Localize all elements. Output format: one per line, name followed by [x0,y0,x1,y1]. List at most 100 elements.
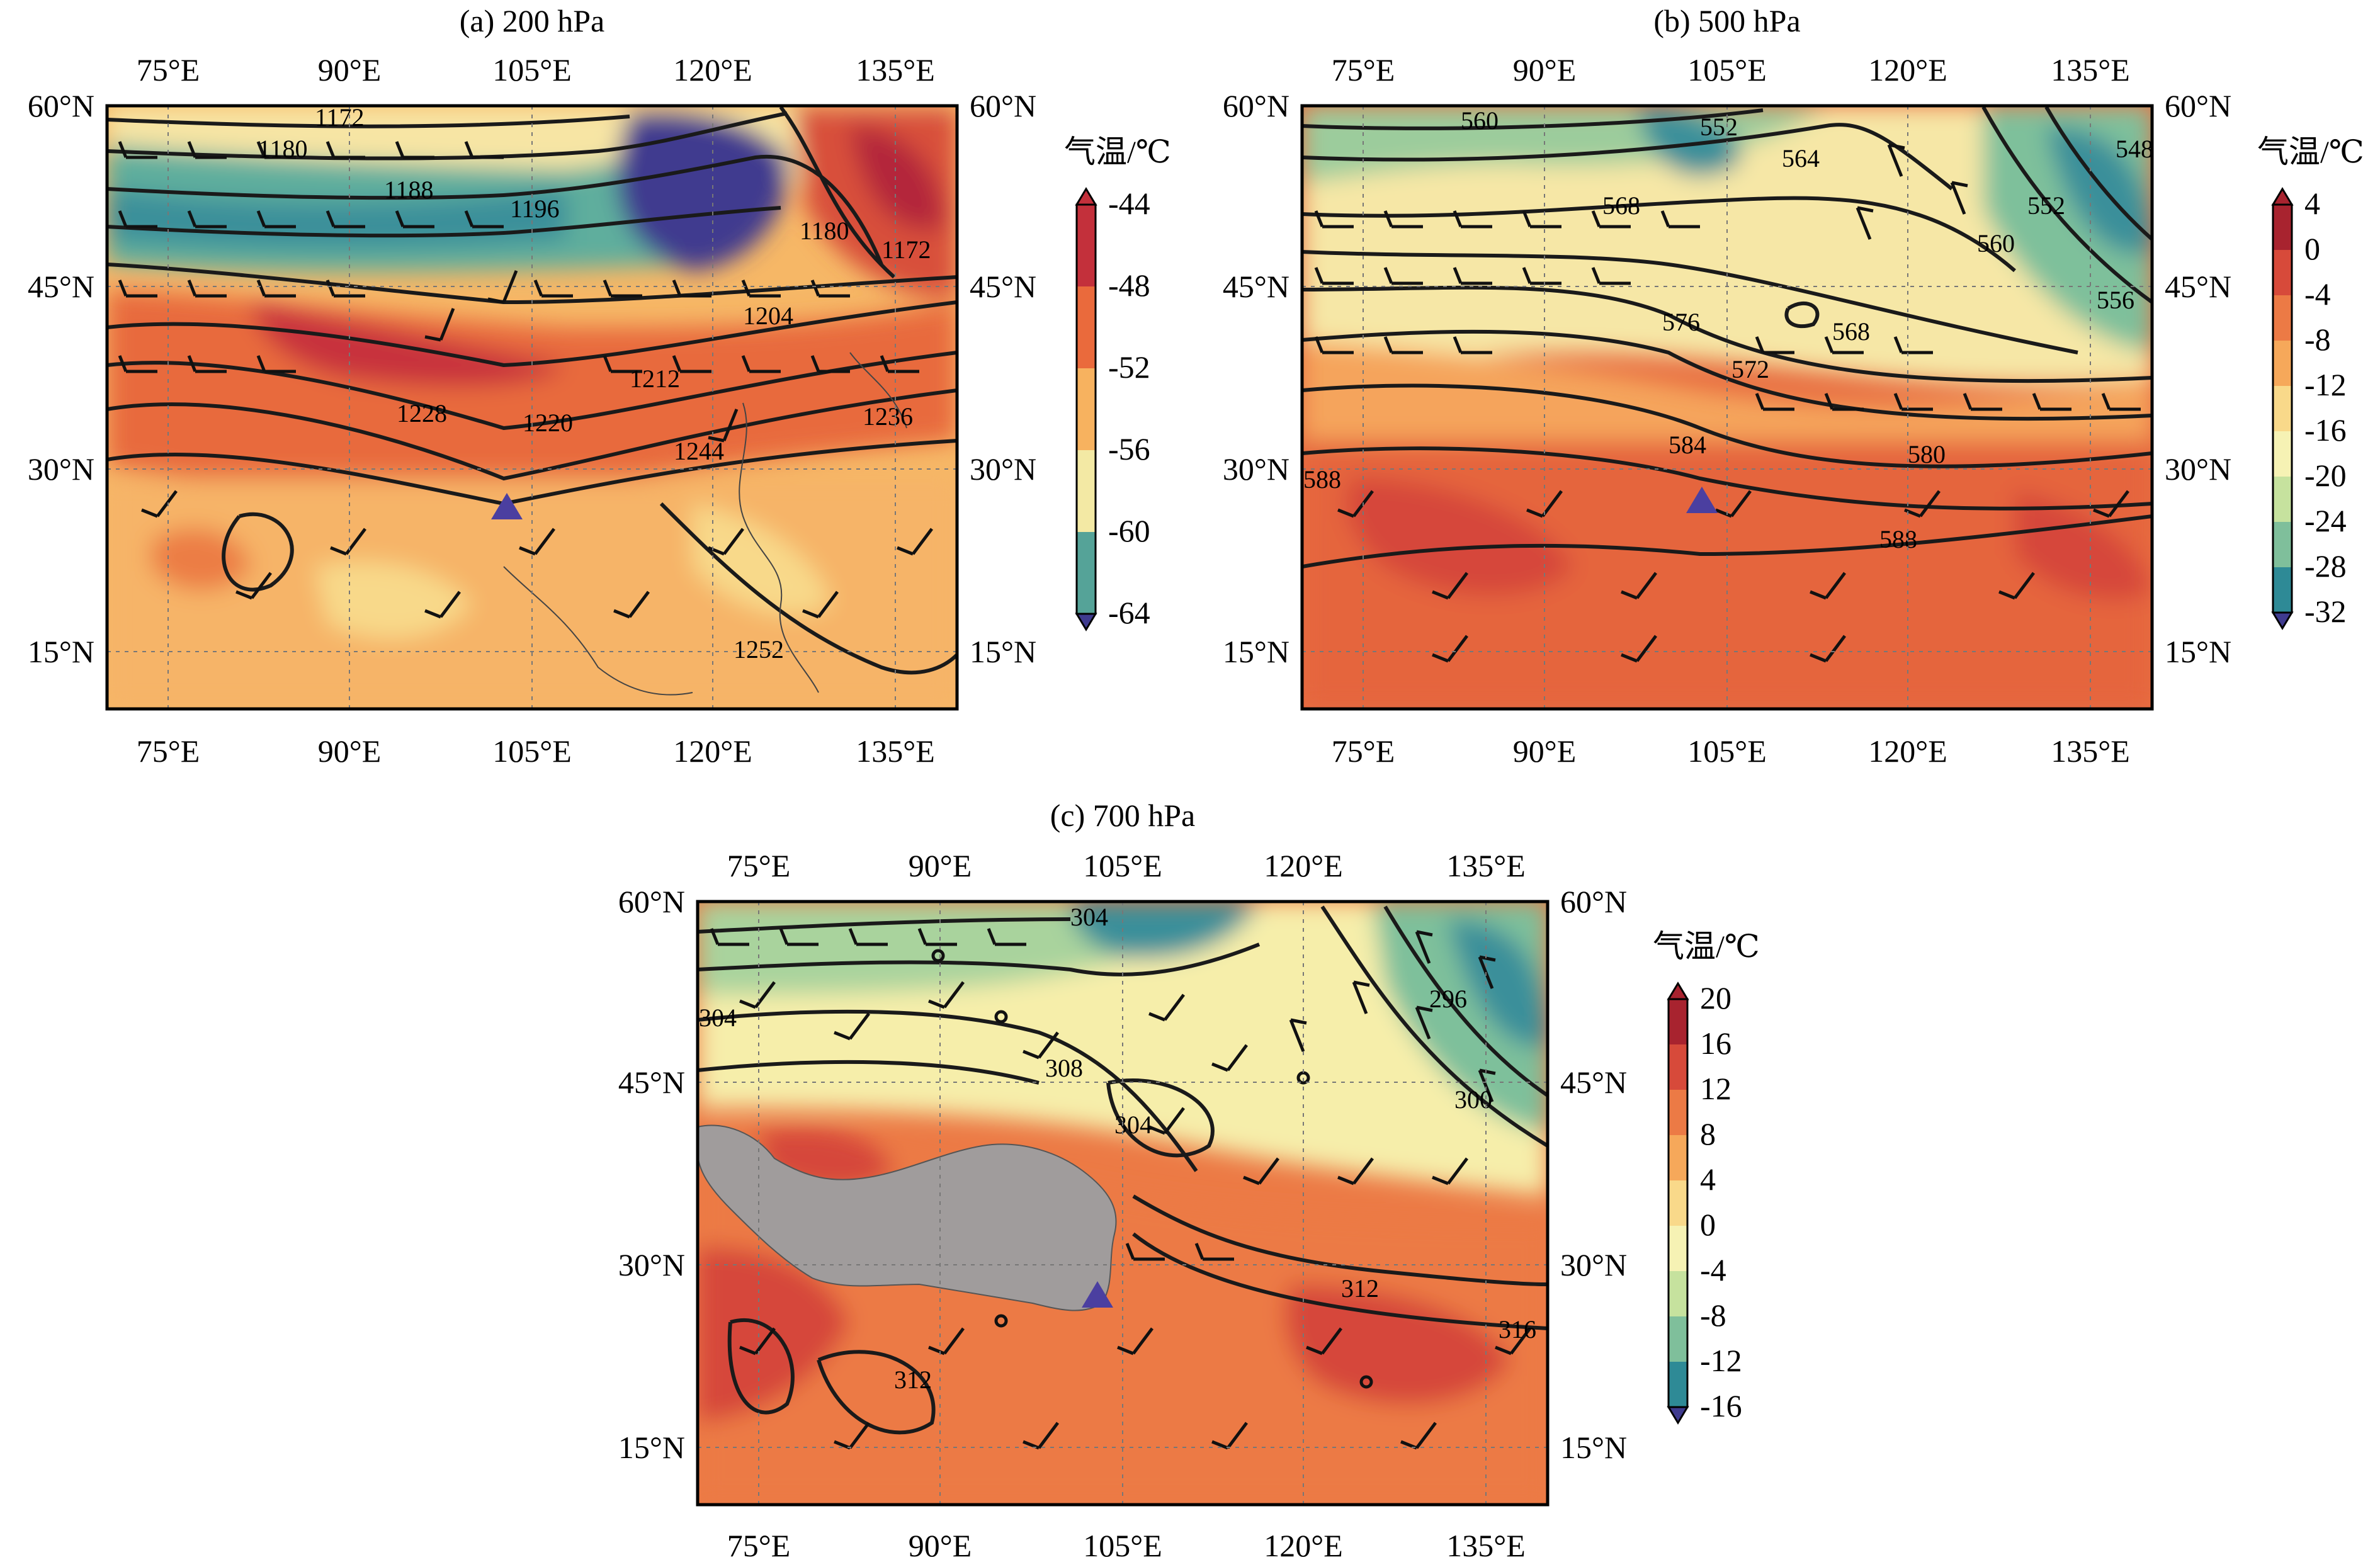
tick-label: 15°N [1560,1430,1627,1465]
tick-label: 120°E [673,52,752,88]
panel-a-right-lat-ticks: 60°N 45°N 30°N 15°N [970,88,1036,669]
contour-label: 568 [1832,317,1870,346]
terrain-mask [698,1124,1117,1311]
contour-label: 1204 [743,302,793,330]
contour-label: 568 [1602,191,1640,220]
contour-label: 552 [2027,191,2065,220]
panel-b-contour-labels: 560 552 564 568 552 560 556 548 576 568 … [1303,106,2153,553]
contour-label: 556 [2097,286,2134,314]
panel-c-height-contours [698,905,1548,1435]
panel-b-height-contours [1302,106,2152,569]
tick-label: 75°E [137,52,200,88]
tick-label: 30°N [28,451,94,487]
colorbar-label: 0 [1700,1207,1716,1242]
contour-label: 1228 [397,399,447,427]
panel-b: (b) 500 hPa [1223,3,2364,769]
colorbar-label: -48 [1108,268,1150,303]
tick-label: 60°N [2165,88,2231,123]
contour-label: 308 [1045,1054,1083,1082]
location-triangle-icon [491,493,523,519]
tick-label: 45°N [2165,269,2231,304]
tick-label: 90°E [909,848,972,883]
panel-b-top-lon-ticks: 75°E 90°E 105°E 120°E 135°E [1332,52,2130,88]
colorbar-label: -12 [2304,367,2347,402]
colorbar-label: 4 [2304,186,2320,221]
contour-label: 312 [1341,1274,1379,1303]
tick-label: 75°E [727,848,791,883]
contour-label: 296 [1429,985,1467,1013]
tick-label: 15°N [1223,634,1289,669]
tick-label: 15°N [618,1430,685,1465]
colorbar-label: -8 [2304,322,2331,357]
tick-label: 135°E [2051,733,2130,769]
panel-b-left-lat-ticks: 60°N 45°N 30°N 15°N [1223,88,1289,669]
tick-label: 120°E [1868,52,1947,88]
tick-label: 105°E [492,733,572,769]
panel-a-colorbar: 气温/℃ -44 -48 -52 -56 -60 -64 [1064,134,1171,631]
tick-label: 135°E [856,52,935,88]
contour-label: 1172 [881,235,931,264]
contour-label: 1196 [510,195,560,223]
tick-label: 45°N [1560,1065,1627,1100]
contour-label: 1236 [863,402,913,431]
tick-label: 120°E [1264,848,1343,883]
tick-label: 105°E [1687,733,1767,769]
tick-label: 15°N [970,634,1036,669]
tick-label: 60°N [28,88,94,123]
panel-c-top-lon-ticks: 75°E 90°E 105°E 120°E 135°E [727,848,1526,883]
tick-label: 75°E [727,1528,791,1563]
colorbar-label: -28 [2304,548,2347,584]
colorbar-label: -56 [1108,431,1150,467]
contour-label: 1180 [800,217,849,245]
colorbar-label: -44 [1108,186,1150,221]
colorbar-label: -60 [1108,513,1150,548]
panel-c-left-lat-ticks: 60°N 45°N 30°N 15°N [618,884,685,1465]
contour-label: 1220 [523,409,573,437]
tick-label: 90°E [1513,52,1577,88]
contour-label: 1252 [734,635,784,664]
tick-label: 30°N [1223,451,1289,487]
panel-a-bottom-lon-ticks: 75°E 90°E 105°E 120°E 135°E [137,733,935,769]
panel-b-wind-barbs [1314,143,2141,663]
panel-a-wind-barbs [118,141,933,619]
contour-label: 576 [1662,308,1700,336]
tick-label: 120°E [1264,1528,1343,1563]
tick-label: 75°E [1332,52,1395,88]
panel-b-gridlines [1302,106,2152,709]
contour-label: 1188 [384,176,434,204]
contour-label: 564 [1782,144,1820,173]
tick-label: 60°N [1560,884,1627,919]
panel-b-frame [1300,104,2154,711]
tick-label: 60°N [1223,88,1289,123]
tick-label: 105°E [1083,1528,1162,1563]
tick-label: 105°E [1083,848,1162,883]
tick-label: 105°E [492,52,572,88]
colorbar-title: 气温/℃ [2257,134,2364,169]
contour-label: 304 [699,1004,737,1032]
tick-label: 90°E [1513,733,1577,769]
contour-label: 312 [894,1366,932,1394]
panel-b-bottom-lon-ticks: 75°E 90°E 105°E 120°E 135°E [1332,733,2130,769]
panel-c-gridlines [698,902,1548,1505]
tick-label: 105°E [1687,52,1767,88]
panel-c-title: (c) 700 hPa [1050,798,1196,833]
tick-label: 60°N [970,88,1036,123]
colorbar-label: 4 [1700,1162,1716,1197]
location-triangle-icon [1082,1281,1113,1308]
panel-c-right-lat-ticks: 60°N 45°N 30°N 15°N [1560,884,1627,1465]
panel-c: (c) 700 hPa [618,798,1760,1563]
contour-label: 548 [2116,135,2153,163]
contour-label: 580 [1908,440,1946,468]
contour-label: 588 [1303,465,1341,494]
panel-c-frame [696,900,1550,1507]
contour-label: 1212 [630,365,680,393]
panel-b-right-lat-ticks: 60°N 45°N 30°N 15°N [2165,88,2231,669]
tick-label: 30°N [970,451,1036,487]
contour-label: 304 [1070,903,1108,931]
tick-label: 30°N [2165,451,2231,487]
colorbar-title: 气温/℃ [1653,929,1760,964]
colorbar-label: 0 [2304,231,2320,266]
colorbar-label: -24 [2304,503,2347,538]
tick-label: 45°N [970,269,1036,304]
